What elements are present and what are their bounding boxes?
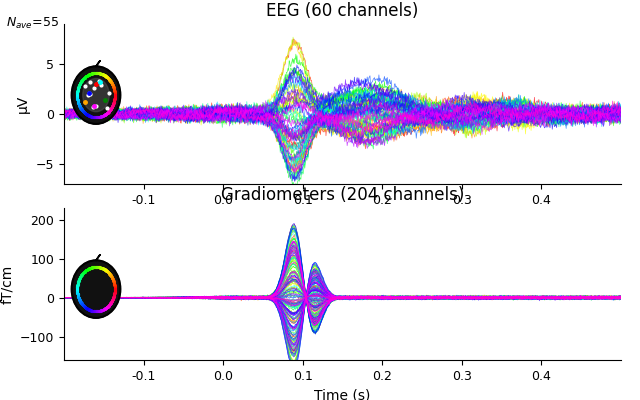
Ellipse shape [83,78,109,112]
Title: EEG (60 channels): EEG (60 channels) [266,2,419,20]
Y-axis label: fT/cm: fT/cm [1,264,14,304]
Ellipse shape [72,66,120,124]
X-axis label: Time (s): Time (s) [314,388,371,400]
Text: $N_{ave}$=55: $N_{ave}$=55 [6,16,60,31]
Ellipse shape [72,260,120,318]
Title: Gradiometers (204 channels): Gradiometers (204 channels) [221,186,464,204]
Y-axis label: μV: μV [16,95,30,113]
